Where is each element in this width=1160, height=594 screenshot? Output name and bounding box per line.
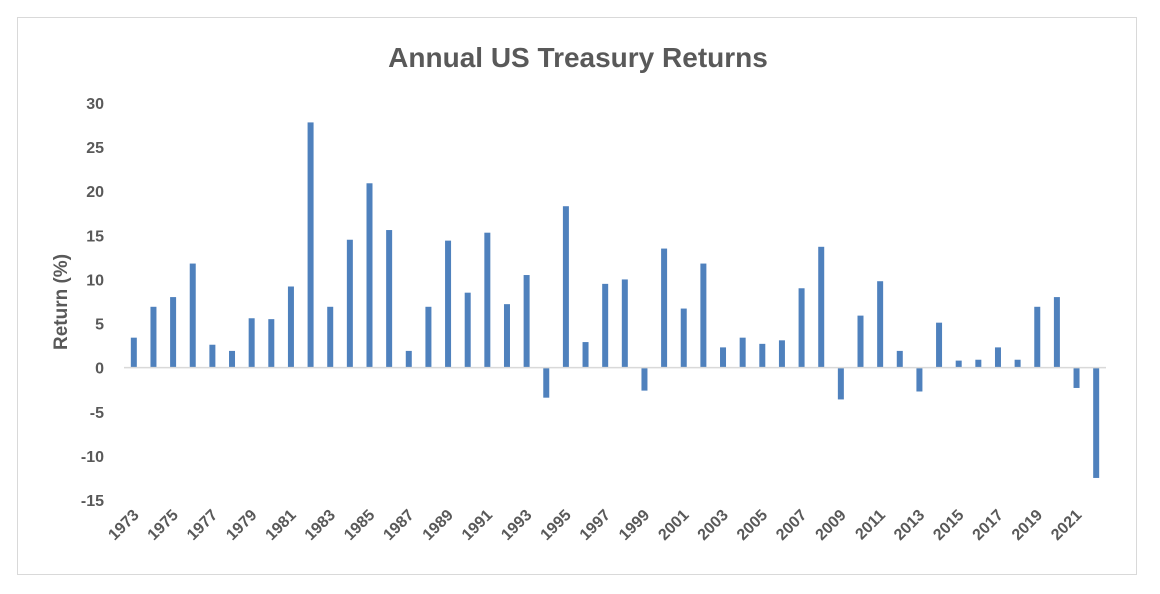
bar-1991 [484, 232, 491, 368]
bar-1983 [327, 306, 334, 368]
bar-2016 [975, 359, 982, 368]
y-tick-label: -15 [81, 493, 104, 510]
bar-2010 [857, 315, 864, 368]
x-tick-label: 1981 [263, 507, 300, 544]
y-tick-label: -10 [81, 449, 104, 466]
bar-1988 [425, 306, 432, 368]
bar-1985 [366, 183, 373, 368]
bar-2000 [661, 248, 668, 368]
bar-2013 [916, 367, 923, 392]
y-tick-label: 15 [86, 228, 104, 245]
x-tick-label: 2001 [655, 507, 692, 544]
x-tick-label: 2005 [734, 507, 771, 544]
x-tick-label: 2017 [970, 507, 1007, 544]
bar-1986 [386, 230, 393, 368]
bar-1974 [150, 306, 157, 368]
x-tick-label: 1997 [577, 507, 614, 544]
bar-2022 [1093, 367, 1100, 478]
y-tick-label: 30 [86, 96, 104, 113]
x-tick-label: 2021 [1048, 507, 1085, 544]
x-tick-label: 2003 [695, 507, 732, 544]
bar-1984 [346, 239, 353, 368]
bar-2008 [818, 246, 825, 368]
bar-2006 [778, 340, 785, 368]
bar-1998 [621, 279, 628, 368]
x-tick-label: 1983 [302, 507, 339, 544]
bar-1973 [130, 337, 137, 368]
x-tick-label: 2019 [1009, 507, 1046, 544]
bar-2012 [896, 350, 903, 368]
chart-frame [17, 17, 1137, 575]
bar-2017 [994, 347, 1001, 368]
x-axis-ticks: 1973 1975 1977 1979 1981 1983 1985 1987 1989 1991… [105, 507, 1085, 544]
bar-2020 [1053, 297, 1060, 368]
bar-1981 [287, 286, 294, 368]
bar-2003 [720, 347, 727, 368]
bar-1997 [602, 283, 609, 368]
bar-1994 [543, 367, 550, 398]
bar-2015 [955, 360, 962, 368]
bar-1996 [582, 342, 589, 368]
bar-2002 [700, 263, 707, 368]
y-tick-label: 5 [95, 317, 104, 334]
x-tick-label: 1999 [616, 507, 653, 544]
bar-2004 [739, 337, 746, 368]
x-tick-label: 1985 [341, 507, 378, 544]
y-tick-label: -5 [90, 405, 104, 422]
bar-1987 [405, 350, 412, 368]
x-tick-label: 1989 [420, 507, 457, 544]
bar-2007 [798, 288, 805, 368]
y-tick-label: 0 [95, 361, 104, 378]
bar-1993 [523, 275, 530, 368]
bar-1990 [464, 292, 471, 368]
x-tick-label: 2009 [812, 507, 849, 544]
y-axis-label: Return (%) [51, 254, 72, 350]
x-tick-label: 1975 [145, 507, 182, 544]
bar-1975 [170, 297, 177, 368]
bar-2021 [1073, 367, 1080, 388]
bar-2005 [759, 343, 766, 368]
bar-2001 [680, 308, 687, 368]
bar-1982 [307, 122, 314, 368]
x-tick-label: 2015 [930, 507, 967, 544]
bar-2014 [936, 322, 943, 368]
bar-2011 [877, 281, 884, 368]
x-tick-label: 2011 [852, 507, 889, 544]
bar-1980 [268, 319, 275, 368]
x-tick-label: 2013 [891, 507, 928, 544]
y-axis-ticks: 30 25 20 15 10 5 0 -5 -10 -15 [81, 96, 104, 510]
bar-1978 [229, 350, 236, 368]
chart-title: Annual US Treasury Returns [388, 42, 768, 73]
y-tick-label: 25 [86, 140, 104, 157]
x-tick-label: 1979 [223, 507, 260, 544]
bar-2009 [837, 367, 844, 400]
x-tick-label: 1993 [498, 507, 535, 544]
bar-1999 [641, 367, 648, 391]
bar-1989 [445, 240, 452, 368]
x-tick-label: 2007 [773, 507, 810, 544]
bar-1979 [248, 318, 255, 368]
y-tick-label: 20 [86, 184, 104, 201]
bar-1976 [189, 263, 196, 368]
x-tick-label: 1995 [538, 507, 575, 544]
x-tick-label: 1991 [459, 507, 496, 544]
x-tick-label: 1973 [105, 507, 142, 544]
bar-2018 [1014, 359, 1021, 368]
bars [130, 122, 1100, 478]
bar-1995 [562, 206, 569, 368]
bar-1992 [503, 304, 510, 368]
bar-2019 [1034, 306, 1041, 368]
bar-1977 [209, 344, 216, 368]
x-tick-label: 1977 [184, 507, 221, 544]
y-tick-label: 10 [86, 272, 104, 289]
x-tick-label: 1987 [380, 507, 417, 544]
